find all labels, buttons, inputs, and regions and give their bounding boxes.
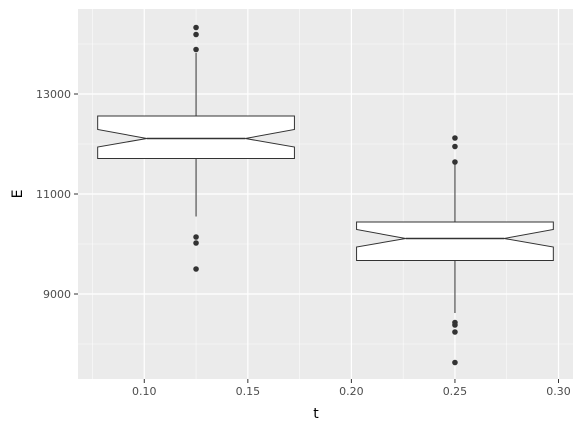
outlier-point [193, 46, 199, 53]
outlier-point [452, 322, 458, 328]
outlier-point [193, 234, 199, 240]
x-tick-label: 0.10 [132, 385, 157, 398]
y-tick-label: 11000 [36, 188, 71, 201]
notched-box [356, 221, 554, 261]
outlier-point [452, 359, 458, 366]
boxes [97, 24, 554, 366]
box-group [97, 24, 295, 272]
axes: 9000 11000 13000 0.10 0.15 0.20 0.25 0.30 [36, 88, 571, 398]
x-axis-title: t [313, 406, 319, 422]
notched-box [97, 115, 295, 159]
y-axis-title: E [10, 190, 26, 199]
box-group [356, 135, 554, 366]
outlier-point [193, 31, 199, 38]
x-tick-label: 0.25 [443, 385, 468, 398]
y-tick-label: 13000 [36, 88, 71, 101]
outlier-point [452, 329, 458, 335]
outlier-point [193, 266, 199, 272]
x-tick-label: 0.20 [339, 385, 364, 398]
x-tick-label: 0.30 [546, 385, 571, 398]
outlier-point [452, 143, 458, 150]
outlier-point [452, 159, 458, 165]
x-tick-label: 0.15 [236, 385, 261, 398]
outlier-point [452, 135, 458, 141]
outlier-point [193, 24, 199, 31]
y-tick-label: 9000 [43, 288, 71, 301]
outlier-point [193, 240, 199, 246]
